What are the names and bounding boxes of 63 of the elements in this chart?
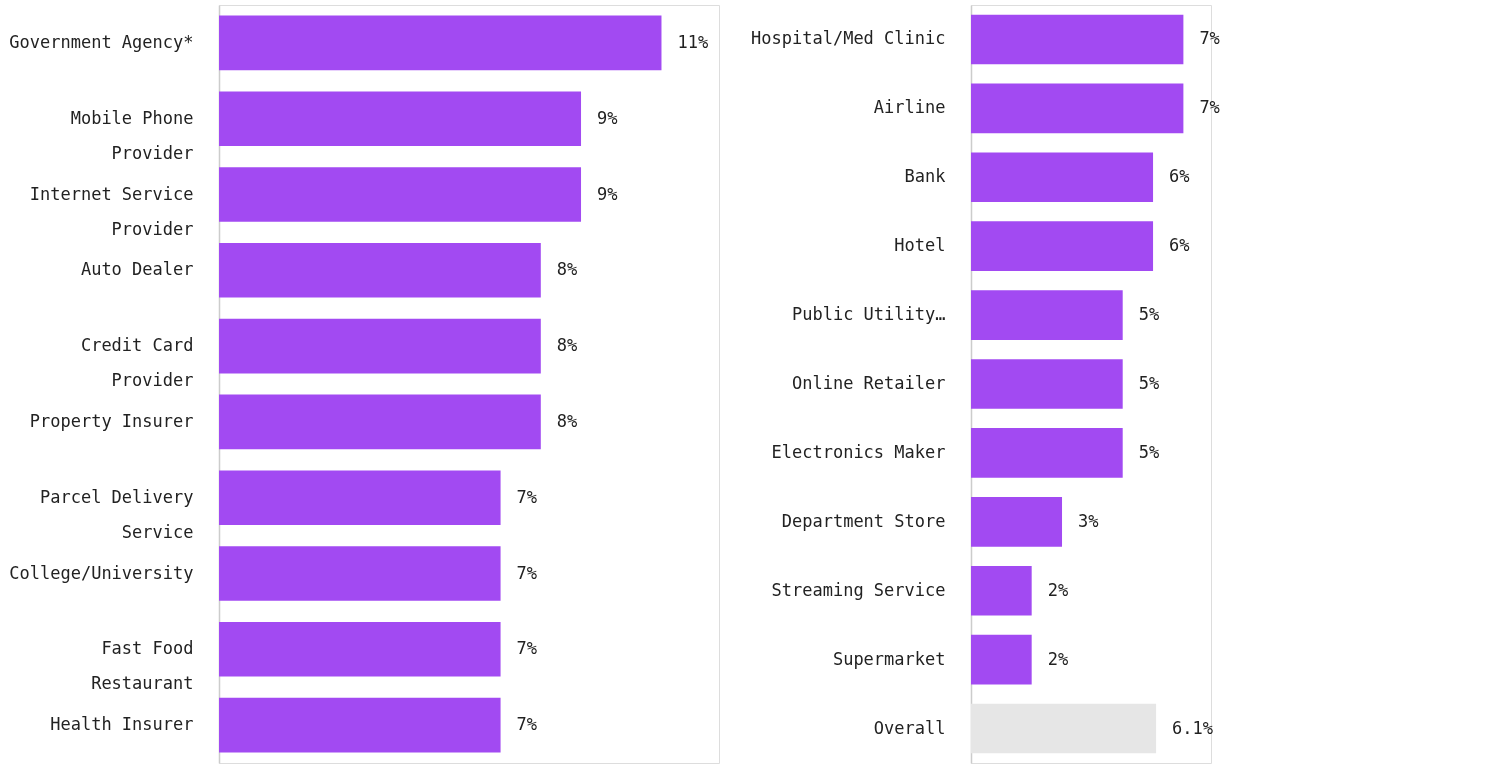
y-tick-label: Property Insurer [29,410,194,431]
bar [971,703,1157,754]
bar [971,83,1184,134]
data-label: 7% [516,562,538,583]
data-label: 8% [556,335,578,356]
y-tick-label: Department Store [781,510,946,531]
bar [219,622,501,677]
data-label: 5% [1138,441,1160,462]
y-tick-label: College/University [9,562,194,583]
bar [219,394,541,450]
bar [219,318,541,374]
data-label: 9% [597,107,618,128]
y-tick-label: Electronics Maker [771,441,946,462]
data-label: 6% [1169,166,1190,187]
bar [971,359,1123,409]
data-label: 5% [1138,373,1160,393]
bar [219,15,662,71]
data-label: 8% [556,259,578,280]
bar [219,546,501,601]
bar [971,634,1032,685]
bar [219,697,501,753]
y-tick-label: Bank [904,166,946,187]
data-label: 9% [597,183,618,204]
bar [219,167,582,222]
bar [971,14,1184,65]
data-label: 11% [677,31,709,52]
data-label: 2% [1047,579,1069,600]
y-tick-label: Credit Card Provider [80,335,194,391]
bar [971,497,1063,547]
data-label: 7% [516,714,538,735]
y-tick-label: Parcel Delivery Service [39,486,194,542]
data-label: 8% [556,410,578,431]
bar [219,91,582,146]
bar [219,243,541,298]
bar [219,470,501,525]
data-label: 6.1% [1172,717,1214,738]
y-tick-label: Hospital/Med Clinic [751,28,946,49]
y-tick-label: Fast Food Restaurant [91,638,194,694]
y-tick-label: Airline [873,97,946,118]
data-label: 6% [1169,235,1190,256]
y-tick-label: Auto Dealer [80,259,194,280]
data-label: 7% [1199,28,1220,49]
y-tick-label: Public Utility… [791,304,946,325]
data-label: 5% [1138,304,1160,325]
y-tick-label: Overall [873,717,946,738]
y-tick-label: Internet Service Provider [29,183,194,239]
bar [971,565,1032,616]
y-tick-label: Government Agency* [9,31,194,52]
bar [971,152,1154,203]
data-label: 7% [516,486,538,507]
data-label: 7% [1199,97,1220,118]
bar [971,290,1123,340]
data-label: 2% [1047,648,1069,669]
y-tick-label: Health Insurer [50,714,194,735]
y-tick-label: Supermarket [832,648,946,669]
y-tick-label: Mobile Phone Provider [70,107,194,163]
data-label: 3% [1078,510,1099,531]
data-label: 7% [516,638,538,659]
bar [971,221,1154,271]
y-tick-label: Hotel [894,235,946,256]
y-tick-label: Streaming Service [771,579,946,600]
bar [971,428,1123,478]
y-tick-label: Online Retailer [791,373,946,393]
